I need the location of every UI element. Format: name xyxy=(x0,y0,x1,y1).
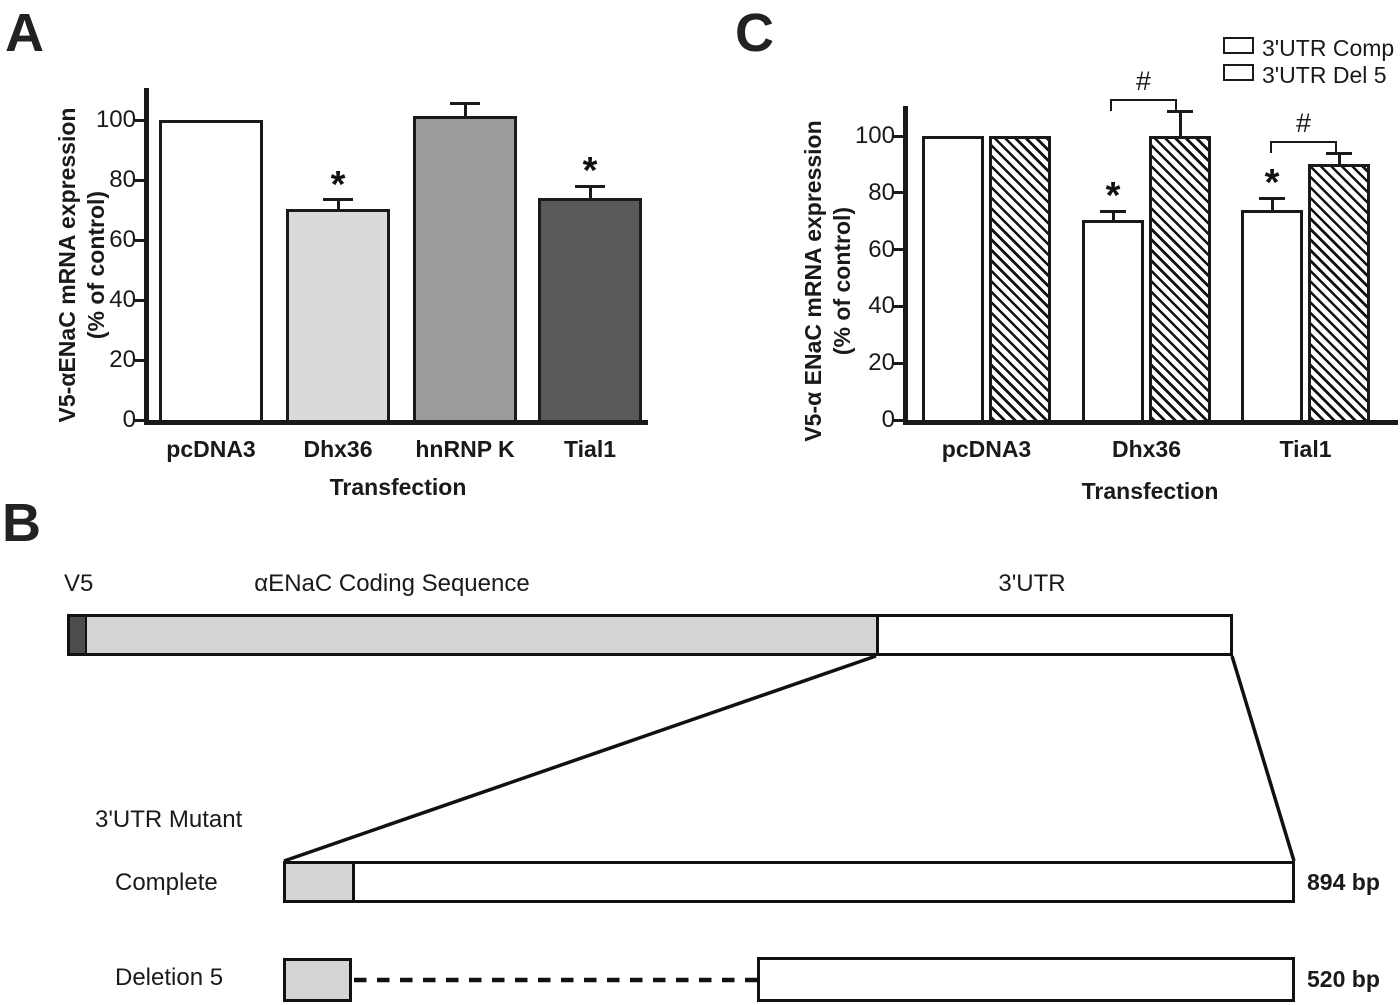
comparison-bracket xyxy=(1270,141,1337,153)
v5-segment xyxy=(70,617,87,653)
comparison-symbol: # xyxy=(1295,108,1312,138)
panel-c-y-axis xyxy=(903,106,908,425)
y-tick-mark xyxy=(134,238,144,242)
complete-gray-segment xyxy=(286,864,355,900)
category-label-pcDNA3: pcDNA3 xyxy=(166,436,256,462)
y-tick-label: 100 xyxy=(854,122,895,149)
y-tick-mark xyxy=(893,418,903,422)
coding-sequence-label: αENaC Coding Sequence xyxy=(254,570,530,597)
y-tick-label: 60 xyxy=(109,226,136,253)
error-bar-cap xyxy=(323,198,353,201)
category-label-Dhx36: Dhx36 xyxy=(1111,436,1182,462)
panel-c-y-axis-label: V5-α ENaC mRNA expression (% of control) xyxy=(800,120,855,442)
bar-Tial1-3'UTR-Comp xyxy=(1241,209,1303,423)
y-tick-mark xyxy=(893,248,903,252)
panel-a-x-axis-title: Transfection xyxy=(329,474,467,500)
category-label-Tial1: Tial1 xyxy=(1279,436,1332,462)
category-label-hnRNP-K: hnRNP K xyxy=(415,436,515,462)
legend-label-utr-del5: 3'UTR Del 5 xyxy=(1262,62,1387,88)
complete-size-label: 894 bp xyxy=(1307,869,1380,895)
legend-label-utr-comp: 3'UTR Comp xyxy=(1262,35,1395,61)
legend-swatch-utr-del5 xyxy=(1223,64,1254,81)
bar-Tial1-3'UTR-Del-5 xyxy=(1308,164,1370,423)
diagonal-right-line xyxy=(1230,655,1296,862)
y-tick-mark xyxy=(134,358,144,362)
panel-a-x-axis xyxy=(144,420,648,425)
deletion5-row-label: Deletion 5 xyxy=(115,964,224,991)
panel-c-x-axis-title: Transfection xyxy=(1081,478,1219,504)
error-bar-line xyxy=(463,103,467,116)
y-tick-label: 20 xyxy=(109,346,136,373)
deletion5-gray-box xyxy=(283,958,352,1002)
bar-pcDNA3 xyxy=(159,120,263,423)
error-bar-cap xyxy=(1167,110,1193,114)
panel-a-letter: A xyxy=(5,3,44,63)
error-bar-line xyxy=(1111,211,1115,220)
y-tick-label: 0 xyxy=(122,406,136,433)
bar-Dhx36-3'UTR-Comp xyxy=(1082,219,1144,423)
y-tick-mark xyxy=(134,418,144,422)
complete-construct-bar xyxy=(283,861,1295,903)
error-bar-cap xyxy=(1326,151,1352,155)
bar-hnRNP-K xyxy=(413,115,517,423)
y-tick-mark xyxy=(893,361,903,365)
deletion5-size-label: 520 bp xyxy=(1307,966,1380,992)
significance-asterisk: * xyxy=(1105,175,1121,218)
bar-Tial1 xyxy=(538,198,642,423)
y-tick-label: 0 xyxy=(881,406,895,433)
utr-label: 3'UTR xyxy=(998,570,1066,597)
y-tick-mark xyxy=(893,134,903,138)
category-label-pcDNA3: pcDNA3 xyxy=(941,436,1032,462)
v5-label: V5 xyxy=(64,570,94,597)
category-label-Tial1: Tial1 xyxy=(564,436,616,462)
coding-segment xyxy=(87,617,879,653)
bar-Dhx36 xyxy=(286,208,390,423)
comparison-symbol: # xyxy=(1135,66,1152,96)
category-label-Dhx36: Dhx36 xyxy=(303,436,373,462)
significance-asterisk: * xyxy=(330,163,346,206)
y-tick-label: 60 xyxy=(868,235,895,263)
bar-pcDNA3-3'UTR-Comp xyxy=(922,136,984,423)
error-bar-line xyxy=(588,186,592,198)
bar-Dhx36-3'UTR-Del-5 xyxy=(1149,136,1211,423)
error-bar-line xyxy=(1270,198,1274,210)
error-bar-cap xyxy=(575,184,605,188)
utr-mutant-heading: 3'UTR Mutant xyxy=(95,806,243,833)
y-tick-label: 40 xyxy=(109,286,136,313)
panel-c-letter: C xyxy=(735,3,774,63)
y-tick-mark xyxy=(893,191,903,195)
panel-b-letter: B xyxy=(2,493,41,553)
error-bar-line xyxy=(1337,153,1341,165)
y-tick-label: 20 xyxy=(868,349,895,377)
y-tick-mark xyxy=(893,304,903,308)
y-tick-label: 100 xyxy=(95,106,136,133)
y-tick-mark xyxy=(134,118,144,122)
bar-pcDNA3-3'UTR-Del-5 xyxy=(989,136,1051,423)
legend-swatch-utr-comp xyxy=(1223,37,1254,54)
complete-row-label: Complete xyxy=(115,869,218,896)
full-construct-bar xyxy=(67,614,1233,656)
significance-asterisk: * xyxy=(582,150,598,192)
significance-asterisk: * xyxy=(1264,162,1280,205)
error-bar-line xyxy=(1178,111,1182,136)
comparison-bracket xyxy=(1110,99,1177,111)
y-tick-label: 80 xyxy=(868,178,895,206)
panel-a-y-axis xyxy=(144,88,149,425)
error-bar-cap xyxy=(1100,209,1126,213)
y-tick-label: 80 xyxy=(109,166,136,193)
y-tick-mark xyxy=(134,178,144,182)
error-bar-cap xyxy=(450,102,480,105)
error-bar-cap xyxy=(1259,196,1285,200)
diagonal-left-line xyxy=(283,654,877,863)
deletion5-white-box xyxy=(757,957,1295,1002)
error-bar-line xyxy=(336,199,340,209)
y-tick-label: 40 xyxy=(868,292,895,320)
y-tick-mark xyxy=(134,298,144,302)
utr-segment xyxy=(879,617,1230,653)
